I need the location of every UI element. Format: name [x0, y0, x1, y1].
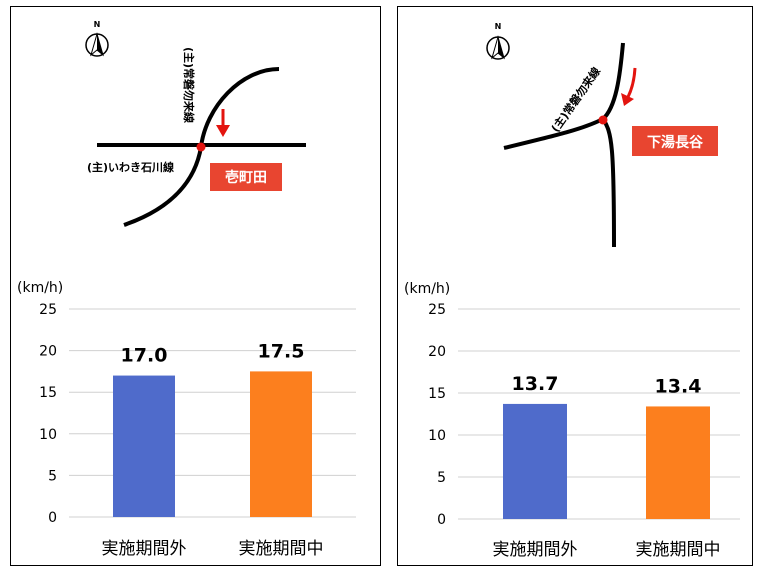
north-arrow-icon: N — [85, 20, 109, 57]
y-tick-label: 0 — [437, 512, 446, 528]
panel-shimoyunagaya: N (主)常磐勿来線 下湯長谷 (km/h) 0 5 10 15 20 25 13.7 実施期間… — [397, 6, 753, 566]
data-label: 13.7 — [512, 373, 559, 395]
road-south-branch — [601, 117, 616, 248]
y-tick-label: 10 — [428, 428, 446, 444]
map-and-chart-left: N (主)いわき石川線 (主)常磐勿来線 壱町田 (km/h) 0 5 10 15 20 2… — [17, 20, 356, 559]
direction-arrow-icon — [621, 67, 637, 106]
y-tick-label: 5 — [437, 470, 446, 486]
y-tick-label: 10 — [39, 427, 57, 443]
direction-arrow-icon — [216, 109, 230, 137]
panel-ichomachida: N (主)いわき石川線 (主)常磐勿来線 壱町田 (km/h) 0 5 10 15 20 2… — [10, 6, 381, 566]
category-label: 実施期間外 — [493, 540, 578, 560]
location-badge — [632, 126, 718, 156]
road-joban-nakoso-curve — [503, 42, 625, 150]
north-label: N — [495, 22, 502, 31]
y-tick-label: 15 — [428, 386, 446, 402]
y-tick-label: 25 — [428, 302, 446, 318]
junction-marker — [598, 115, 608, 125]
unit-label: (km/h) — [17, 280, 63, 296]
bar — [646, 406, 710, 519]
north-label: N — [94, 20, 101, 29]
y-tick-label: 20 — [428, 344, 446, 360]
location-badge — [210, 163, 282, 191]
data-label: 13.4 — [655, 375, 702, 397]
map-ichomachida: N (主)いわき石川線 (主)常磐勿来線 壱町田 — [85, 20, 306, 227]
junction-marker — [196, 142, 206, 152]
map-shimoyunagaya: N (主)常磐勿来線 下湯長谷 — [486, 22, 718, 248]
category-label: 実施期間中 — [239, 539, 324, 559]
map-and-chart-right: N (主)常磐勿来線 下湯長谷 (km/h) 0 5 10 15 20 25 13.7 実施期間… — [404, 22, 740, 560]
north-arrow-icon: N — [486, 22, 510, 60]
road-label-vertical: (主)常磐勿来線 — [182, 47, 196, 123]
category-label: 実施期間外 — [102, 539, 187, 559]
location-badge-label: 壱町田 — [225, 169, 267, 186]
data-label: 17.0 — [121, 345, 168, 367]
y-tick-label: 0 — [48, 510, 57, 526]
data-label: 17.5 — [258, 340, 305, 362]
y-tick-label: 20 — [39, 344, 57, 360]
chart-ichomachida: (km/h) 0 5 10 15 20 25 17.0 実施期間外 17.5 実施期間中 — [17, 280, 356, 559]
bar — [250, 371, 312, 517]
chart-shimoyunagaya: (km/h) 0 5 10 15 20 25 13.7 実施期間外 13.4 実施期間中 — [404, 281, 740, 560]
bar — [113, 375, 175, 517]
y-tick-label: 25 — [39, 302, 57, 318]
location-badge-label: 下湯長谷 — [647, 134, 704, 151]
unit-label: (km/h) — [404, 281, 450, 297]
y-tick-label: 15 — [39, 385, 57, 401]
y-tick-label: 5 — [48, 468, 57, 484]
category-label: 実施期間中 — [636, 540, 721, 560]
bar — [503, 403, 567, 519]
road-label-main: (主)いわき石川線 — [87, 160, 174, 174]
